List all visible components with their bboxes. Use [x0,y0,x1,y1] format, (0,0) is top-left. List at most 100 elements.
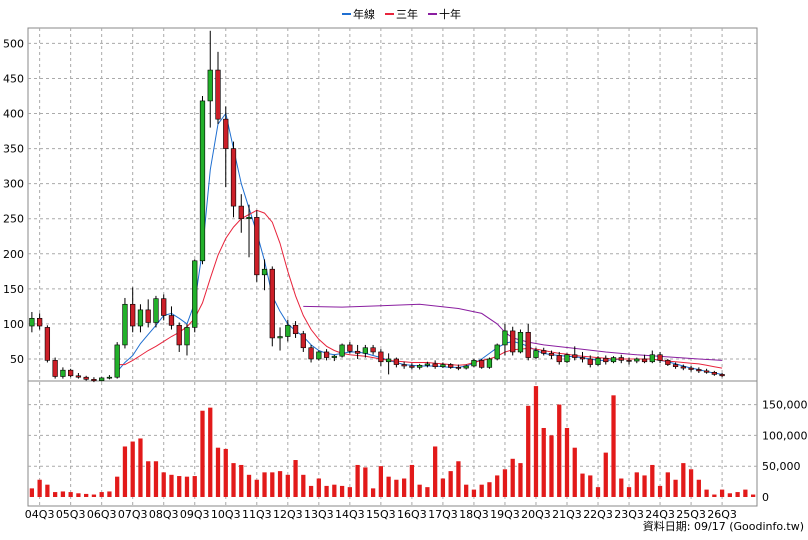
candle-body [649,354,655,363]
price-tick-label: 350 [3,143,24,156]
volume-bar [712,494,717,497]
volume-bar [417,484,422,497]
volume-bar [727,493,732,497]
x-tick-label: 14Q3 [335,508,365,521]
volume-bar [138,438,143,497]
volume-bar [518,463,523,497]
candle-body [292,325,299,335]
volume-bar [495,475,500,497]
x-tick-label: 04Q3 [25,508,55,521]
candle-body [603,357,609,363]
volume-bar [626,487,632,497]
candle-body [440,364,446,367]
volume-bar [735,492,740,497]
price-tick-label: 300 [3,178,24,191]
candle-body [517,332,524,353]
x-tick-label: 23Q3 [614,508,644,521]
volume-bar [339,485,345,497]
volume-bar [394,479,399,497]
candle-body [176,325,182,346]
candle-body [424,363,431,366]
legend-item-three-year: 三年 [385,6,418,22]
candle-body [494,344,500,360]
plot-frame [27,27,758,507]
candle-body [711,371,717,375]
candle-body [261,268,268,276]
candle-body [564,354,570,363]
candle-body [502,330,508,346]
chart-legend: 年線 三年 十年 [342,6,461,22]
volume-bar [208,407,213,497]
volume-bar [246,474,252,497]
candle-body [471,360,477,367]
volume-bar [115,476,120,497]
candle-body [657,354,663,361]
candle-body [525,332,531,358]
volume-bar [215,447,221,497]
candle-body [634,358,640,362]
volume-bar [557,404,562,497]
candle-body [161,298,167,316]
volume-bar [743,489,748,497]
volume-bar [448,471,453,497]
x-tick-label: 16Q3 [397,508,427,521]
volume-bar [99,492,104,497]
volume-bar [696,479,701,497]
candle-body [362,347,368,354]
candle-body [393,358,400,365]
candle-body [610,357,617,363]
volume-bar [153,461,159,497]
volume-bar [37,479,42,497]
volume-bar [378,466,383,497]
price-tick-label: 450 [3,72,24,85]
volume-bar [184,476,190,497]
candle-body [168,315,175,326]
legend-item-yearline: 年線 [342,6,375,22]
candle-body [688,367,694,370]
volume-bar [642,475,647,497]
candle-body [486,358,493,368]
candle-body [308,347,314,360]
volume-bar [262,472,267,497]
candle-body [665,360,671,365]
candle-body [455,367,462,369]
legend-swatch-ten-year [428,13,437,15]
volume-bar [293,460,298,497]
candle-body [533,350,539,358]
candle-body [510,330,516,353]
volume-bar [146,461,151,497]
candle-body [626,360,632,362]
volume-bar [277,471,283,497]
candle-body [246,217,252,220]
volume-tick-label: 50,000 [762,460,801,473]
candle-body [238,205,244,220]
candle-body [122,303,128,346]
volume-bar [370,488,376,497]
candle-body [479,360,485,368]
candle-body [29,317,35,327]
x-tick-label: 06Q3 [87,508,117,521]
volume-bar [533,386,539,497]
candle-body [285,325,291,337]
x-tick-label: 09Q3 [180,508,210,521]
legend-item-ten-year: 十年 [428,6,461,22]
candle-body [199,100,206,262]
volume-bar [231,463,236,497]
volume-bar [316,478,321,497]
volume-bar [502,469,508,497]
candle-body [192,260,198,328]
volume-bar [572,447,577,497]
candle-body [83,376,89,380]
candle-body [215,69,221,120]
volume-bar [719,489,725,497]
x-tick-label: 21Q3 [552,508,582,521]
volume-bar [479,484,484,497]
x-tick-label: 12Q3 [273,508,303,521]
candle-body [153,298,159,323]
volume-bar [595,487,601,497]
candle-body [114,344,120,378]
candle-body [44,327,51,361]
volume-bar [29,488,35,497]
candle-body [223,118,229,149]
volume-tick-label: 150,000 [762,399,808,412]
